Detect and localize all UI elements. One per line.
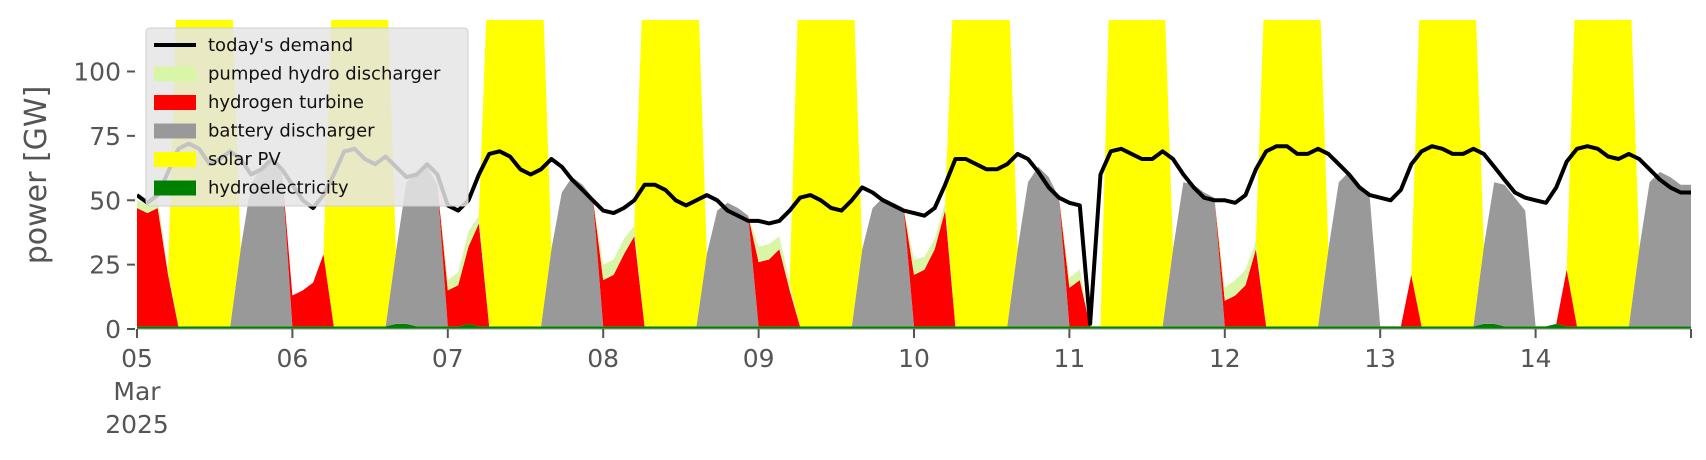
stacked-areas: [137, 20, 1691, 329]
y-tick-label: 25: [89, 251, 121, 280]
y-tick-label: 75: [89, 122, 121, 151]
x-tick-label: 10: [898, 344, 930, 373]
y-axis: 0 25 50 75 100: [73, 58, 135, 344]
x-tick-label: 09: [743, 344, 775, 373]
x-tick-label: 07: [432, 344, 464, 373]
legend-label: solar PV: [208, 149, 281, 170]
x-tick-label: 12: [1209, 344, 1241, 373]
legend-label: today's demand: [208, 35, 353, 56]
legend-swatch: [154, 95, 196, 110]
y-tick-label: 100: [73, 58, 121, 87]
x-tick-label: 11: [1053, 344, 1085, 373]
area-solar-pv: [137, 20, 1691, 327]
x-tick-label: Mar: [113, 377, 161, 406]
legend-swatch: [154, 123, 196, 139]
x-tick-label: 08: [587, 344, 619, 373]
y-tick-label: 0: [105, 315, 121, 344]
legend-swatch: [154, 152, 196, 167]
y-tick-label: 50: [89, 186, 121, 215]
y-axis-label: power [GW]: [19, 86, 54, 265]
area-hydrogen-turbine: [137, 159, 1691, 327]
legend-label: pumped hydro discharger: [208, 64, 441, 85]
x-tick-label: 14: [1520, 344, 1552, 373]
legend: today's demand pumped hydro discharger hyd…: [145, 27, 469, 207]
legend-label: hydrogen turbine: [208, 92, 364, 113]
x-axis: 05 Mar 2025 06 07 08 09 10 11 12 13 14: [105, 328, 1692, 439]
legend-swatch: [154, 66, 196, 82]
x-tick-label: 2025: [105, 410, 169, 439]
x-tick-label: 06: [276, 344, 308, 373]
legend-label: hydroelectricity: [208, 178, 349, 199]
x-tick-label: 13: [1364, 344, 1396, 373]
legend-label: battery discharger: [208, 121, 375, 142]
area-hydroelectricity: [137, 323, 1691, 329]
legend-swatch: [154, 180, 196, 196]
x-tick-label: 05: [121, 344, 153, 373]
legend-box: [145, 27, 469, 207]
